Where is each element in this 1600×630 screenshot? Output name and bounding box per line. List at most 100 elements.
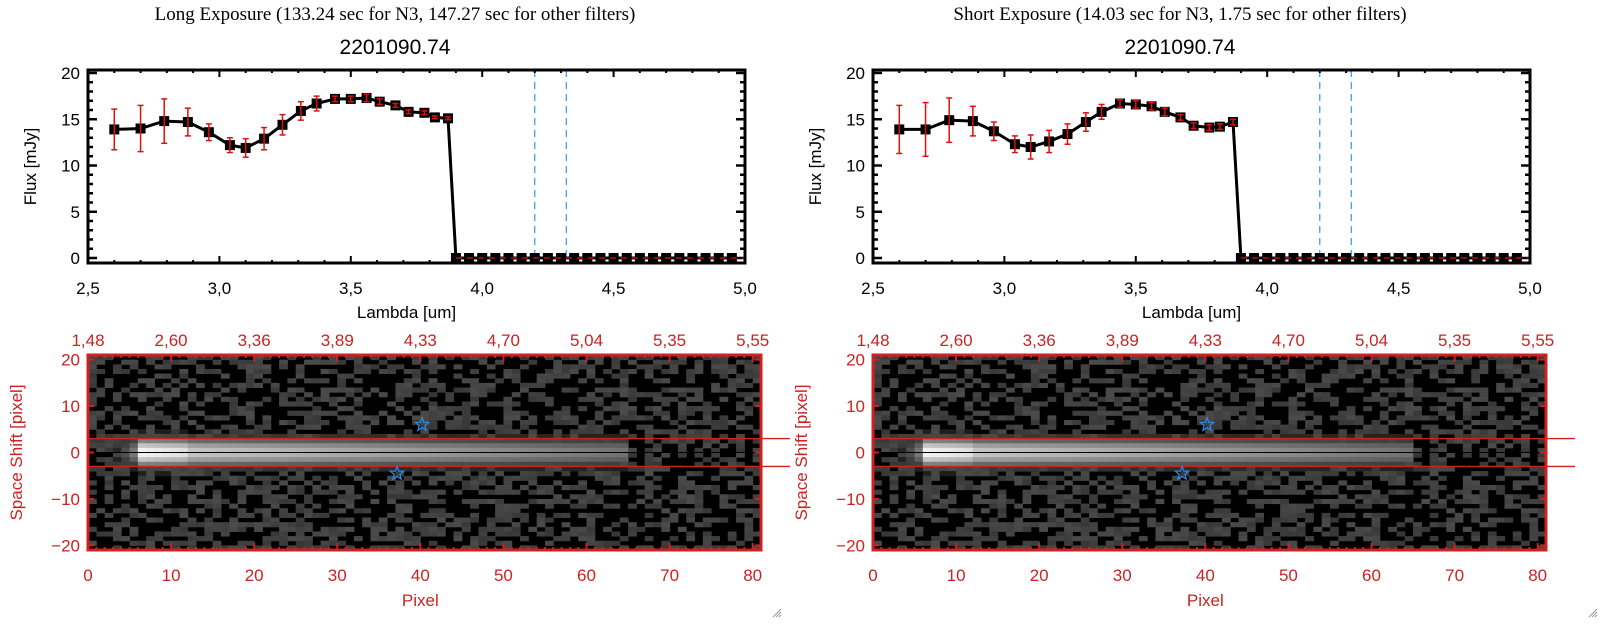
image-pixel <box>1404 447 1414 453</box>
image-pixel <box>220 373 230 379</box>
image-pixel <box>956 466 965 472</box>
image-pixel <box>1030 466 1040 472</box>
image-pixel <box>719 420 729 426</box>
image-pixel <box>964 429 974 435</box>
image-pixel <box>1363 531 1373 537</box>
image-pixel <box>1064 364 1073 370</box>
image-pixel <box>436 466 446 472</box>
image-pixel <box>611 406 621 412</box>
image-pixel <box>461 433 471 440</box>
data-point <box>1301 253 1312 263</box>
image-pixel <box>628 466 637 472</box>
image-pixel <box>229 406 239 412</box>
image-pixel <box>1022 494 1032 500</box>
image-pixel <box>1537 373 1547 379</box>
image-pixel <box>312 545 322 551</box>
image-pixel <box>1039 457 1048 463</box>
image-pixel <box>1429 489 1439 495</box>
image-pixel <box>578 526 588 532</box>
image-pixel <box>1072 461 1082 467</box>
image-pixel <box>1197 452 1206 458</box>
image-pixel <box>1030 364 1040 370</box>
image-pixel <box>1238 433 1248 440</box>
image-pixel <box>478 466 488 472</box>
image-pixel <box>1221 406 1231 412</box>
image-pixel <box>112 508 122 514</box>
image-pixel <box>312 355 322 361</box>
image-pixel <box>353 457 363 463</box>
image-pixel <box>1030 447 1040 453</box>
image-pixel <box>453 433 463 440</box>
image-pixel <box>237 410 247 416</box>
image-pixel <box>1089 415 1098 421</box>
image-pixel <box>1047 378 1057 384</box>
image-pixel <box>436 526 446 532</box>
image-pixel <box>320 457 330 463</box>
image-pixel <box>112 420 122 426</box>
image-pixel <box>1413 480 1422 486</box>
image-pixel <box>914 443 924 449</box>
image-pixel <box>154 461 164 467</box>
image-pixel <box>997 359 1007 365</box>
image-pixel <box>1521 378 1530 384</box>
y-tick-label: 20 <box>61 64 80 83</box>
image-pixel <box>370 526 380 532</box>
image-pixel <box>1172 466 1181 472</box>
image-pixel <box>611 452 621 458</box>
image-pixel <box>1180 447 1190 453</box>
image-pixel <box>279 364 288 370</box>
data-point <box>1288 253 1299 263</box>
image-pixel <box>1305 471 1314 477</box>
image-pixel <box>1205 447 1215 453</box>
image-pixel <box>702 420 712 426</box>
image-pixel <box>1288 396 1298 402</box>
image-pixel <box>719 424 729 430</box>
image-pixel <box>873 415 882 421</box>
image-pixel <box>1122 433 1132 440</box>
image-pixel <box>478 540 488 546</box>
image-pixel <box>262 536 272 542</box>
image-pixel <box>304 480 313 486</box>
image-pixel <box>295 368 305 375</box>
image-pixel <box>1388 471 1397 477</box>
image-pixel <box>611 420 621 426</box>
image-pixel <box>611 387 621 393</box>
image-pixel <box>88 512 97 518</box>
image-pixel <box>1363 536 1373 542</box>
image-pixel <box>997 475 1007 481</box>
image-pixel <box>1163 545 1173 551</box>
image-pixel <box>922 378 932 384</box>
image-pixel <box>544 461 554 467</box>
image-pixel <box>906 494 916 500</box>
image-pixel <box>1230 461 1240 467</box>
image-pixel <box>719 415 729 421</box>
image-pixel <box>1005 424 1015 430</box>
image-pixel <box>1454 433 1464 440</box>
image-pixel <box>212 512 222 518</box>
resize-grip-icon[interactable] <box>1586 606 1598 618</box>
image-pixel <box>1105 368 1115 375</box>
image-pixel <box>1288 452 1298 458</box>
image-pixel <box>503 475 513 481</box>
image-pixel <box>295 522 305 528</box>
image-pixel <box>387 443 396 449</box>
image-pixel <box>320 526 330 532</box>
image-pixel <box>1454 359 1464 365</box>
image-pixel <box>644 466 654 472</box>
image-pixel <box>445 438 455 444</box>
image-pixel <box>486 461 496 467</box>
image-pixel <box>1080 368 1090 375</box>
image-pixel <box>528 471 538 477</box>
resize-grip-icon[interactable] <box>770 606 782 618</box>
image-pixel <box>154 503 164 509</box>
image-pixel <box>445 471 455 477</box>
image-pixel <box>503 508 513 514</box>
y-axis-label: Flux [mJy] <box>21 128 40 205</box>
image-pixel <box>719 373 729 379</box>
image-pixel <box>88 392 97 398</box>
image-pixel <box>553 466 563 472</box>
image-pixel <box>1396 475 1406 481</box>
image-pixel <box>686 410 696 416</box>
image-pixel <box>412 368 421 375</box>
